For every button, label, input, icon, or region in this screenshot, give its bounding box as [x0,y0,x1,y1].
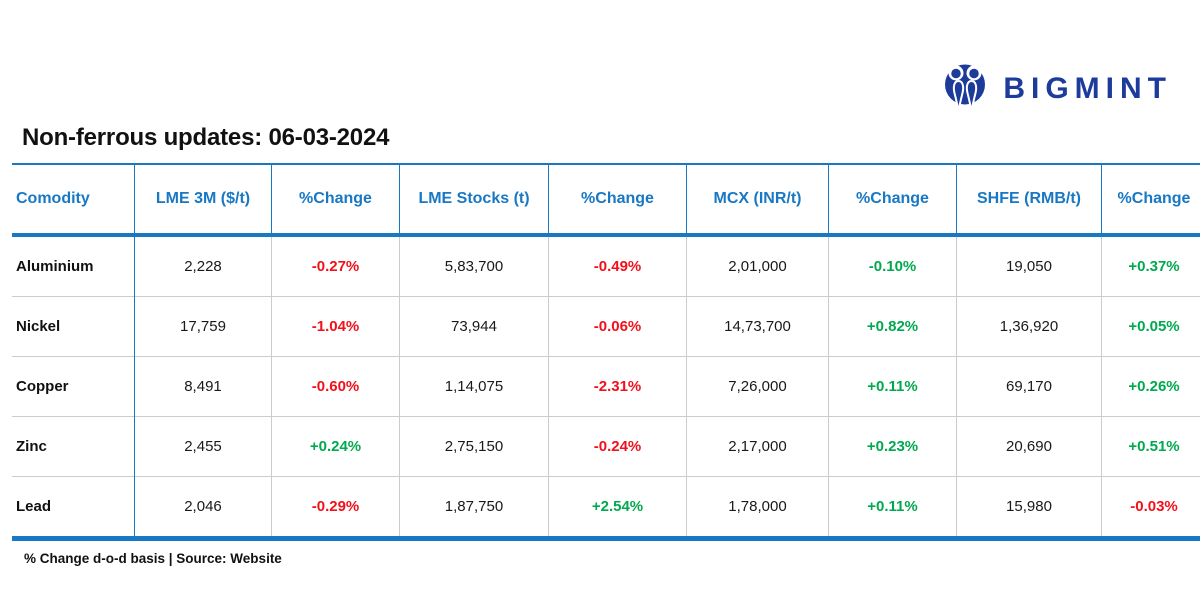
nickel-lme-3m: 17,759 [134,296,272,357]
bigmint-logo: BIGMINT [940,62,1166,116]
nickel-lme-3m-change: -1.04% [271,296,400,357]
zinc-lme-stocks: 2,75,150 [399,416,549,477]
lead-lme-3m-change: -0.29% [271,476,400,541]
page-title: Non-ferrous updates: 06-03-2024 [22,124,390,151]
zinc-shfe-change: +0.51% [1101,416,1200,477]
aluminium-lme-3m-change: -0.27% [271,235,400,297]
commodity-table-body: Aluminium 2,228 -0.27% 5,83,700 -0.49% 2,01,0… [12,235,1200,541]
copper-commodity: Copper [12,356,135,417]
lead-commodity: Lead [12,476,135,541]
nickel-mcx-change: +0.82% [828,296,957,357]
zinc-mcx-change: +0.23% [828,416,957,477]
zinc-mcx: 2,17,000 [686,416,829,477]
commodity-table-header: Comodity LME 3M ($/t) %Change LME Stocks (t… [12,163,1200,237]
copper-lme-3m-change: -0.60% [271,356,400,417]
copper-mcx-change: +0.11% [828,356,957,417]
copper-shfe-change: +0.26% [1101,356,1200,417]
column-header-lme-stocks: LME Stocks (t) [399,163,549,237]
column-header-shfe-change: %Change [1101,163,1200,237]
lead-shfe: 15,980 [956,476,1102,541]
aluminium-shfe-change: +0.37% [1101,235,1200,297]
nickel-commodity: Nickel [12,296,135,357]
lead-mcx: 1,78,000 [686,476,829,541]
aluminium-lme-stocks-change: -0.49% [548,235,687,297]
zinc-shfe: 20,690 [956,416,1102,477]
nickel-shfe-change: +0.05% [1101,296,1200,357]
copper-lme-stocks-change: -2.31% [548,356,687,417]
column-header-lme-3m-change: %Change [271,163,400,237]
nickel-shfe: 1,36,920 [956,296,1102,357]
aluminium-lme-stocks: 5,83,700 [399,235,549,297]
column-header-commodity: Comodity [12,163,135,237]
copper-mcx: 7,26,000 [686,356,829,417]
zinc-lme-3m-change: +0.24% [271,416,400,477]
aluminium-mcx: 2,01,000 [686,235,829,297]
bigmint-people-m-icon [945,64,986,112]
table-row-copper: Copper 8,491 -0.60% 1,14,075 -2.31% 7,26,000 +… [12,356,1200,417]
nickel-lme-stocks-change: -0.06% [548,296,687,357]
aluminium-shfe: 19,050 [956,235,1102,297]
zinc-lme-3m: 2,455 [134,416,272,477]
column-header-lme-3m: LME 3M ($/t) [134,163,272,237]
table-row-aluminium: Aluminium 2,228 -0.27% 5,83,700 -0.49% 2,01,0… [12,235,1200,297]
copper-lme-stocks: 1,14,075 [399,356,549,417]
footnote: % Change d-o-d basis | Source: Website [24,551,282,566]
commodity-table: Comodity LME 3M ($/t) %Change LME Stocks (t… [12,163,1200,541]
aluminium-lme-3m: 2,228 [134,235,272,297]
table-row-lead: Lead 2,046 -0.29% 1,87,750 +2.54% 1,78,000 +0.… [12,476,1200,541]
column-header-mcx: MCX (INR/t) [686,163,829,237]
lead-shfe-change: -0.03% [1101,476,1200,541]
bigmint-logo-text: BIGMINT [1003,72,1172,105]
nickel-lme-stocks: 73,944 [399,296,549,357]
table-row-zinc: Zinc 2,455 +0.24% 2,75,150 -0.24% 2,17,000 +0.… [12,416,1200,477]
header-row: Comodity LME 3M ($/t) %Change LME Stocks (t… [12,163,1200,237]
lead-lme-stocks: 1,87,750 [399,476,549,541]
aluminium-mcx-change: -0.10% [828,235,957,297]
column-header-lme-stocks-change: %Change [548,163,687,237]
lead-lme-stocks-change: +2.54% [548,476,687,541]
column-header-shfe: SHFE (RMB/t) [956,163,1102,237]
nickel-mcx: 14,73,700 [686,296,829,357]
column-header-mcx-change: %Change [828,163,957,237]
lead-mcx-change: +0.11% [828,476,957,541]
table-row-nickel: Nickel 17,759 -1.04% 73,944 -0.06% 14,73,700 +… [12,296,1200,357]
lead-lme-3m: 2,046 [134,476,272,541]
aluminium-commodity: Aluminium [12,235,135,297]
copper-shfe: 69,170 [956,356,1102,417]
copper-lme-3m: 8,491 [134,356,272,417]
zinc-commodity: Zinc [12,416,135,477]
zinc-lme-stocks-change: -0.24% [548,416,687,477]
